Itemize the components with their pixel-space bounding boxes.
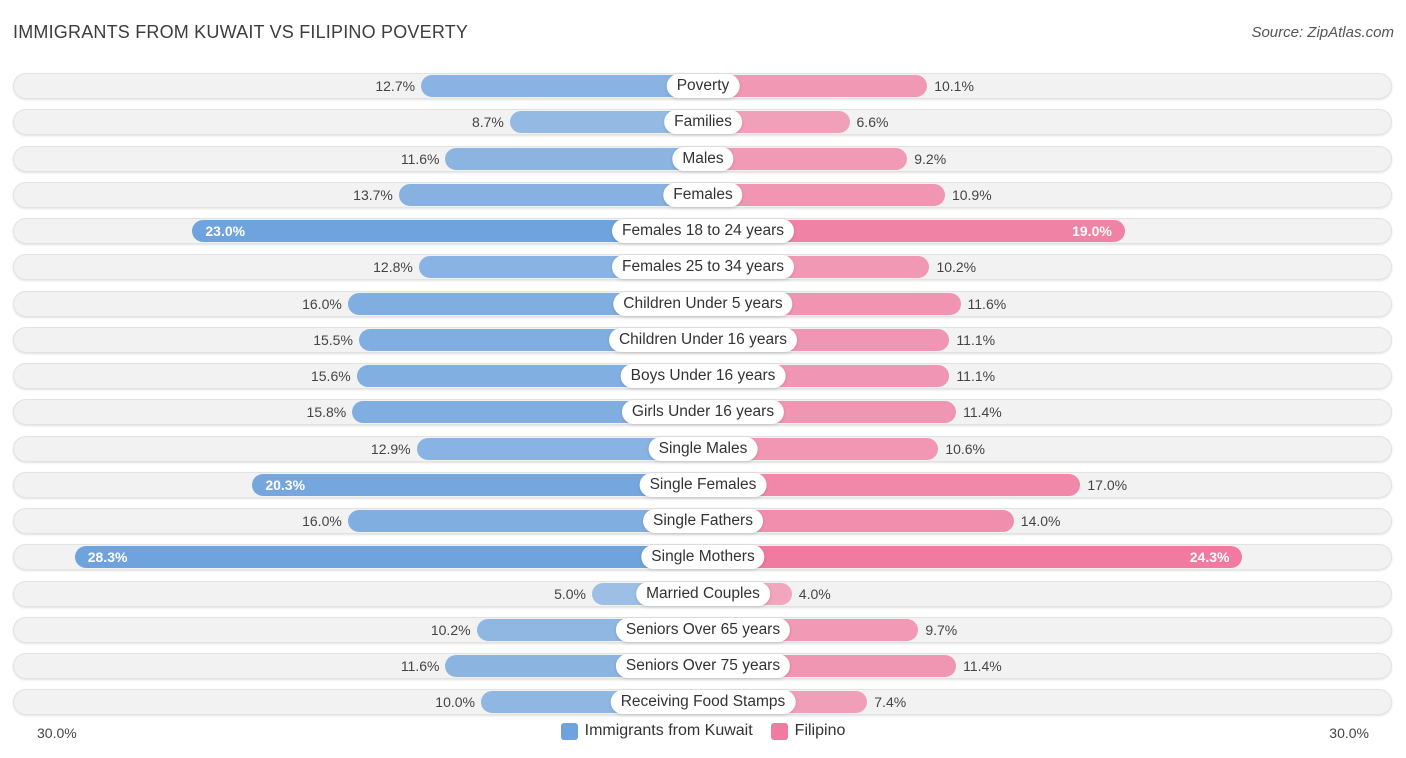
value-label-kuwait-receiving-food-stamps: 10.0% [435, 694, 475, 710]
bar-kuwait-boys-under-16-years[interactable] [356, 365, 703, 387]
value-label-kuwait-seniors-over-75-years: 11.6% [400, 658, 440, 674]
axis-left-label: 30.0% [37, 725, 77, 741]
value-label-filipino-children-under-5-years: 11.6% [967, 296, 1007, 312]
category-label-boys-under-16-years: Boys Under 16 years [620, 364, 786, 388]
value-label-kuwait-children-under-16-years: 15.5% [313, 332, 353, 348]
value-label-filipino-receiving-food-stamps: 7.4% [874, 694, 907, 710]
bar-filipino-single-males[interactable] [703, 438, 939, 460]
bar-kuwait-females[interactable] [398, 184, 703, 206]
value-label-filipino-girls-under-16-years: 11.4% [963, 404, 1002, 420]
category-label-families: Families [664, 110, 742, 134]
category-label-females-18-to-24-years: Females 18 to 24 years [612, 219, 794, 243]
bar-kuwait-single-males[interactable] [416, 438, 703, 460]
value-label-filipino-females-18-to-24-years: 19.0% [1072, 223, 1112, 239]
category-label-children-under-5-years: Children Under 5 years [613, 292, 793, 316]
category-label-married-couples: Married Couples [636, 582, 770, 606]
legend-swatch-filipino [770, 722, 788, 740]
chart-title: IMMIGRANTS FROM KUWAIT VS FILIPINO POVER… [13, 22, 469, 42]
legend-label-kuwait: Immigrants from Kuwait [584, 722, 753, 739]
bar-kuwait-males[interactable] [445, 148, 703, 170]
bar-kuwait-families[interactable] [509, 111, 703, 133]
legend: Immigrants from Kuwait Filipino [0, 722, 1406, 740]
category-label-seniors-over-65-years: Seniors Over 65 years [615, 618, 791, 642]
bar-kuwait-single-fathers[interactable] [347, 510, 703, 532]
value-label-kuwait-females-25-to-34-years: 12.8% [373, 259, 413, 275]
value-label-kuwait-poverty: 12.7% [375, 78, 416, 94]
value-label-filipino-females-25-to-34-years: 10.2% [936, 259, 977, 275]
value-label-filipino-single-females: 17.0% [1087, 477, 1128, 493]
category-label-females: Females [663, 183, 743, 207]
value-label-kuwait-single-fathers: 16.0% [302, 513, 342, 529]
value-label-filipino-families: 6.6% [856, 114, 889, 130]
bar-filipino-poverty[interactable] [703, 75, 928, 97]
category-label-single-mothers: Single Mothers [641, 545, 765, 569]
bar-kuwait-poverty[interactable] [421, 75, 703, 97]
value-label-kuwait-single-mothers: 28.3% [87, 549, 128, 565]
value-label-filipino-seniors-over-75-years: 11.4% [963, 658, 1002, 674]
value-label-kuwait-single-females: 20.3% [265, 477, 306, 493]
legend-swatch-kuwait [560, 722, 578, 740]
bar-filipino-single-females[interactable] [703, 474, 1081, 496]
value-label-filipino-poverty: 10.1% [934, 78, 974, 94]
value-label-filipino-males: 9.2% [914, 151, 947, 167]
bar-filipino-females[interactable] [703, 184, 945, 206]
value-label-kuwait-girls-under-16-years: 15.8% [306, 404, 347, 420]
value-label-filipino-single-males: 10.6% [945, 441, 986, 457]
category-label-girls-under-16-years: Girls Under 16 years [621, 400, 785, 424]
value-label-kuwait-single-males: 12.9% [370, 441, 411, 457]
value-label-kuwait-males: 11.6% [400, 151, 440, 167]
chart-source: Source: ZipAtlas.com [1251, 24, 1394, 41]
value-label-filipino-females: 10.9% [951, 187, 992, 203]
legend-label-filipino: Filipino [794, 722, 846, 739]
value-label-filipino-boys-under-16-years: 11.1% [956, 368, 996, 384]
value-label-filipino-single-fathers: 14.0% [1020, 513, 1061, 529]
bar-kuwait-single-females[interactable] [252, 474, 703, 496]
category-label-seniors-over-75-years: Seniors Over 75 years [615, 654, 791, 678]
bar-filipino-single-fathers[interactable] [703, 510, 1014, 532]
bar-kuwait-single-mothers[interactable] [74, 546, 703, 568]
value-label-filipino-married-couples: 4.0% [798, 586, 831, 602]
value-label-kuwait-females: 13.7% [353, 187, 393, 203]
legend-item-filipino[interactable]: Filipino [770, 722, 846, 740]
value-label-kuwait-females-18-to-24-years: 23.0% [205, 223, 246, 239]
axis-right-label: 30.0% [1329, 725, 1369, 741]
bar-kuwait-girls-under-16-years[interactable] [352, 401, 703, 423]
category-label-single-males: Single Males [648, 437, 758, 461]
category-label-single-females: Single Females [639, 473, 767, 497]
category-label-poverty: Poverty [666, 74, 740, 98]
bar-filipino-females-18-to-24-years[interactable] [703, 220, 1125, 242]
category-label-females-25-to-34-years: Females 25 to 34 years [612, 255, 794, 279]
value-label-kuwait-seniors-over-65-years: 10.2% [430, 622, 471, 638]
value-label-filipino-children-under-16-years: 11.1% [956, 332, 996, 348]
value-label-filipino-single-mothers: 24.3% [1189, 549, 1230, 565]
bar-filipino-males[interactable] [703, 148, 908, 170]
bar-kuwait-females-18-to-24-years[interactable] [192, 220, 703, 242]
category-label-children-under-16-years: Children Under 16 years [608, 328, 798, 352]
legend-item-kuwait[interactable]: Immigrants from Kuwait [560, 722, 753, 740]
value-label-kuwait-boys-under-16-years: 15.6% [310, 368, 351, 384]
category-label-males: Males [672, 147, 734, 171]
value-label-filipino-seniors-over-65-years: 9.7% [925, 622, 958, 638]
value-label-kuwait-families: 8.7% [471, 114, 504, 130]
value-label-kuwait-children-under-5-years: 16.0% [302, 296, 342, 312]
category-label-single-fathers: Single Fathers [643, 509, 763, 533]
category-label-receiving-food-stamps: Receiving Food Stamps [610, 690, 796, 714]
value-label-kuwait-married-couples: 5.0% [554, 586, 586, 602]
bar-filipino-single-mothers[interactable] [703, 546, 1243, 568]
